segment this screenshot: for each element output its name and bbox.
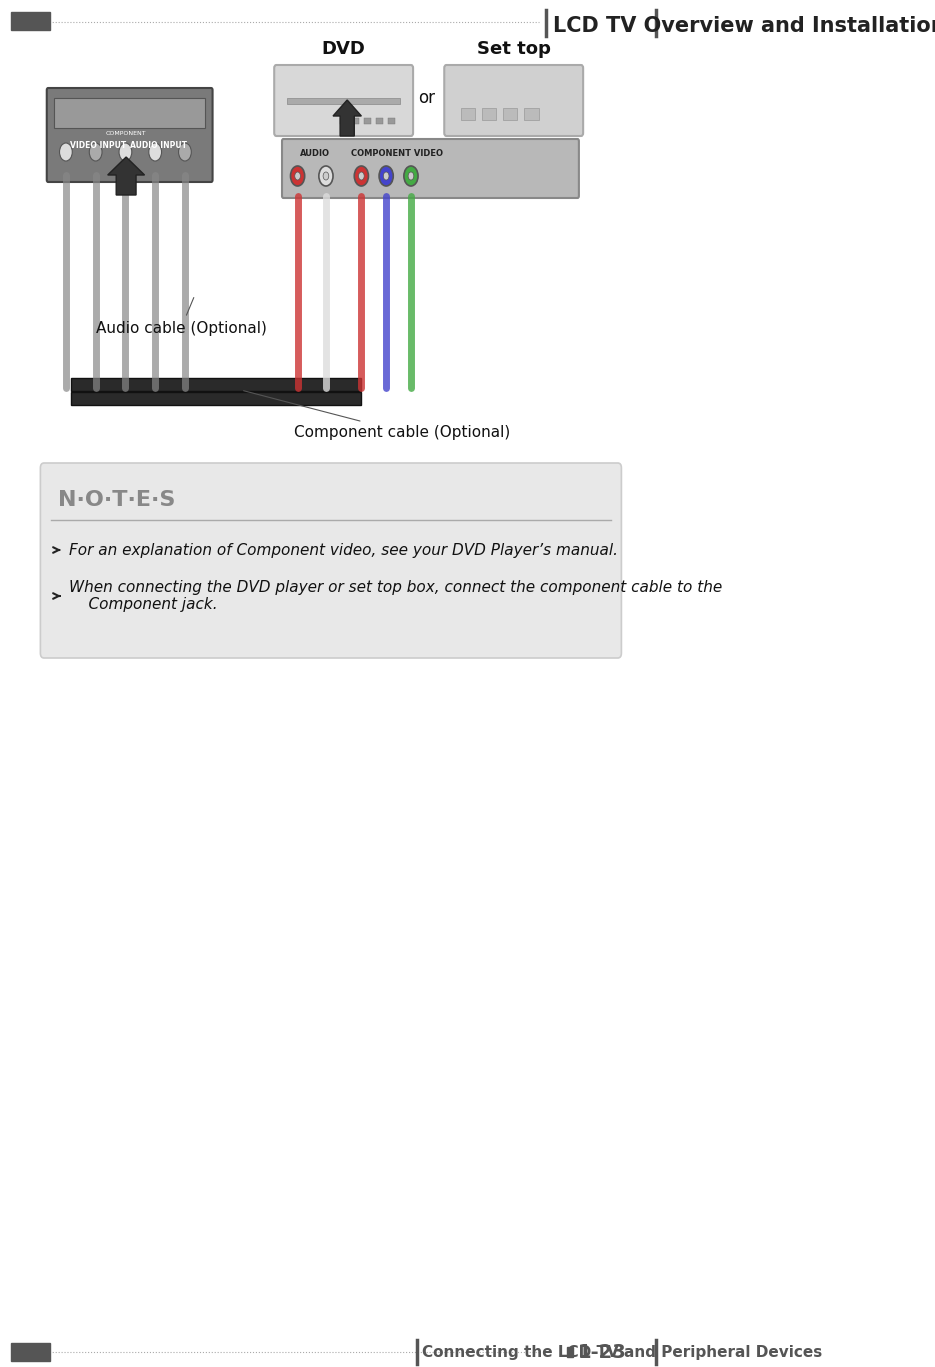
Circle shape	[89, 144, 102, 161]
Text: For an explanation of Component video, see your DVD Player’s manual.: For an explanation of Component video, s…	[69, 543, 618, 558]
FancyBboxPatch shape	[47, 87, 212, 182]
Text: LCD TV Overview and Installation: LCD TV Overview and Installation	[553, 16, 935, 36]
Text: Set top: Set top	[477, 40, 551, 57]
Text: When connecting the DVD player or set top box, connect the component cable to th: When connecting the DVD player or set to…	[69, 580, 722, 612]
Bar	[567, 1346, 572, 1357]
Circle shape	[149, 144, 162, 161]
Text: DVD: DVD	[322, 40, 366, 57]
FancyBboxPatch shape	[40, 463, 622, 658]
Circle shape	[295, 172, 300, 180]
Circle shape	[179, 144, 192, 161]
Circle shape	[379, 165, 394, 186]
Text: 1-23: 1-23	[578, 1344, 626, 1363]
Text: AUDIO: AUDIO	[300, 149, 330, 157]
Bar	[503, 108, 517, 120]
Text: N·O·T·E·S: N·O·T·E·S	[58, 489, 176, 510]
Bar	[340, 118, 347, 124]
Text: or: or	[418, 89, 435, 107]
Text: AUDIO INPUT: AUDIO INPUT	[130, 141, 186, 149]
Bar	[352, 118, 359, 124]
FancyArrow shape	[108, 157, 145, 195]
Bar	[525, 108, 539, 120]
Circle shape	[354, 165, 368, 186]
FancyBboxPatch shape	[274, 66, 413, 135]
FancyBboxPatch shape	[282, 139, 579, 198]
Bar	[71, 379, 361, 391]
FancyArrow shape	[333, 100, 361, 135]
Bar	[10, 12, 50, 30]
Circle shape	[358, 172, 365, 180]
Bar	[461, 108, 475, 120]
Bar	[365, 118, 371, 124]
Bar	[482, 108, 496, 120]
Circle shape	[409, 172, 414, 180]
Circle shape	[383, 172, 389, 180]
Bar	[71, 392, 361, 405]
Text: Connecting the LCD TV and Peripheral Devices: Connecting the LCD TV and Peripheral Dev…	[423, 1345, 823, 1360]
Circle shape	[324, 172, 329, 180]
Circle shape	[319, 165, 333, 186]
Circle shape	[60, 144, 72, 161]
Circle shape	[291, 165, 305, 186]
Circle shape	[119, 144, 132, 161]
Text: VIDEO INPUT: VIDEO INPUT	[69, 141, 126, 149]
Bar	[10, 1342, 50, 1362]
Bar	[376, 118, 383, 124]
Text: Component cable (Optional): Component cable (Optional)	[244, 391, 511, 440]
Text: COMPONENT VIDEO: COMPONENT VIDEO	[351, 149, 443, 157]
FancyBboxPatch shape	[444, 66, 583, 135]
Bar	[388, 118, 396, 124]
Text: COMPONENT: COMPONENT	[106, 130, 147, 135]
Circle shape	[404, 165, 418, 186]
Text: Audio cable (Optional): Audio cable (Optional)	[95, 298, 266, 335]
Bar	[287, 98, 400, 104]
Bar	[54, 98, 206, 128]
